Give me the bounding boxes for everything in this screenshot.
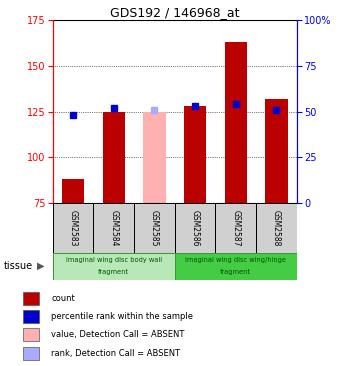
Bar (53, 253, 175, 280)
Bar (143, 112, 166, 203)
Bar (175, 253, 297, 280)
Bar (23, 310, 39, 323)
Bar (216, 203, 256, 253)
Bar (224, 42, 247, 203)
Bar (134, 203, 175, 253)
Text: GSM2583: GSM2583 (69, 210, 78, 246)
Text: value, Detection Call = ABSENT: value, Detection Call = ABSENT (51, 330, 185, 339)
Text: count: count (51, 294, 75, 303)
Text: GSM2584: GSM2584 (109, 210, 118, 246)
Text: imaginal wing disc body wall: imaginal wing disc body wall (66, 257, 162, 263)
Text: fragment: fragment (98, 269, 129, 275)
Bar (175, 203, 216, 253)
Bar (53, 203, 93, 253)
Bar (184, 106, 206, 203)
Text: GSM2586: GSM2586 (191, 210, 199, 246)
Title: GDS192 / 146968_at: GDS192 / 146968_at (110, 6, 239, 19)
Bar (256, 203, 297, 253)
Text: ▶: ▶ (37, 261, 45, 271)
Text: fragment: fragment (220, 269, 251, 275)
Text: tissue: tissue (3, 261, 32, 271)
Bar (103, 112, 125, 203)
Bar (62, 179, 84, 203)
Text: imaginal wing disc wing/hinge: imaginal wing disc wing/hinge (185, 257, 286, 263)
Bar (23, 347, 39, 360)
Text: GSM2585: GSM2585 (150, 210, 159, 246)
Text: GSM2587: GSM2587 (231, 210, 240, 246)
Text: percentile rank within the sample: percentile rank within the sample (51, 312, 193, 321)
Text: GSM2588: GSM2588 (272, 210, 281, 246)
Bar (93, 203, 134, 253)
Text: rank, Detection Call = ABSENT: rank, Detection Call = ABSENT (51, 349, 181, 358)
Bar (23, 292, 39, 305)
Bar (265, 99, 287, 203)
Bar (23, 328, 39, 341)
